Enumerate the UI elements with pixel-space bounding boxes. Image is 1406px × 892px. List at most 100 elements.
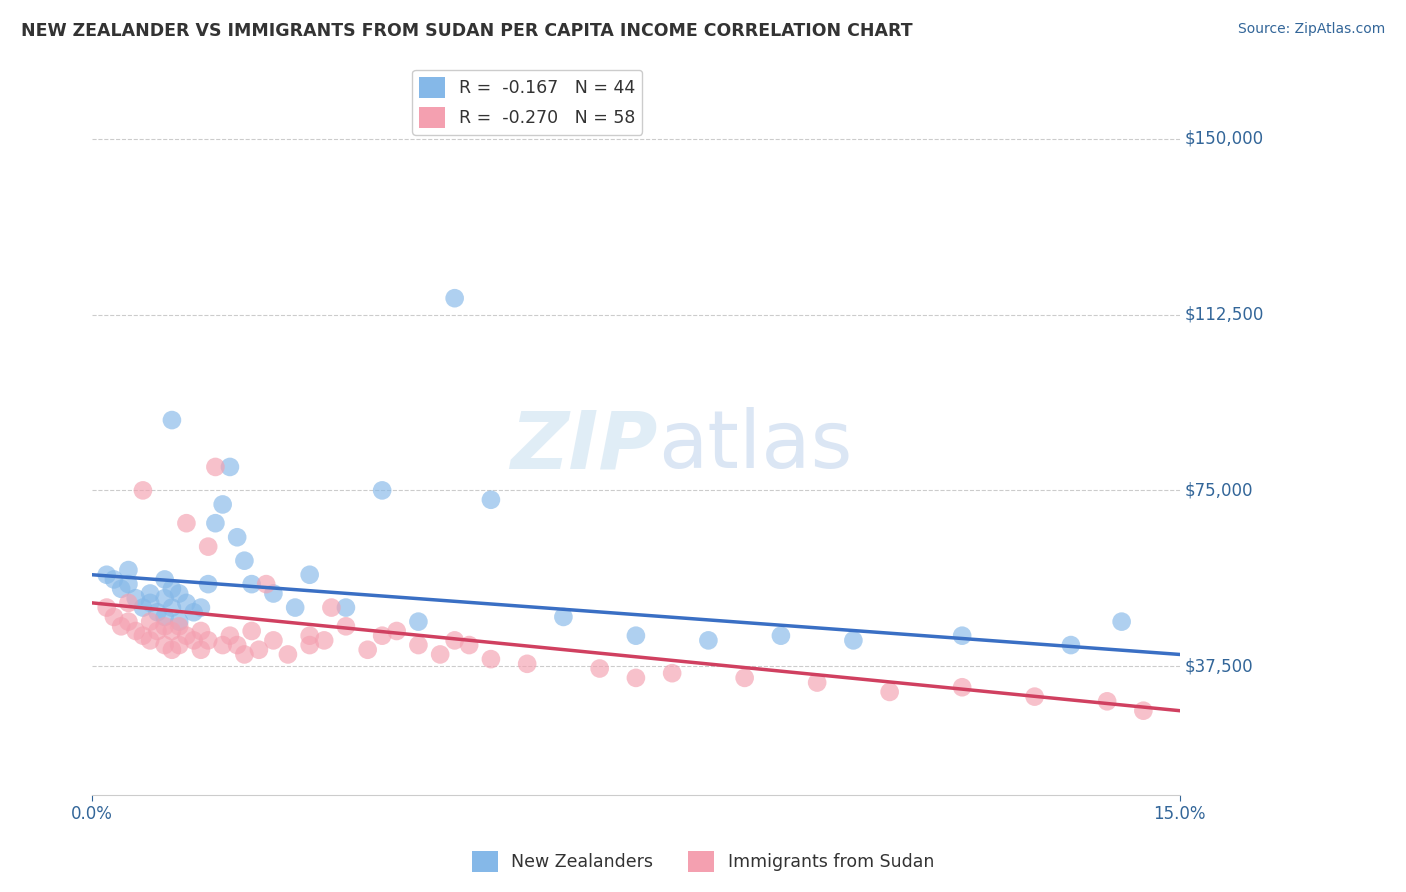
Point [624, 671, 647, 685]
Point [204, 516, 226, 531]
Point [371, 483, 394, 498]
Point [284, 600, 307, 615]
Point [103, 573, 125, 587]
Point [588, 661, 610, 675]
Point [298, 567, 321, 582]
Point [117, 596, 139, 610]
Point [153, 610, 176, 624]
Point [233, 648, 256, 662]
Point [211, 638, 233, 652]
Point [262, 586, 284, 600]
Point [479, 652, 502, 666]
Point [314, 633, 336, 648]
Point [167, 615, 190, 629]
Point [204, 459, 226, 474]
Point [197, 540, 219, 554]
Point [429, 648, 451, 662]
Point [1024, 690, 1046, 704]
Point [950, 629, 973, 643]
Point [1095, 694, 1118, 708]
Point [1111, 615, 1133, 629]
Point [233, 554, 256, 568]
Point [458, 638, 481, 652]
Point [443, 633, 465, 648]
Point [190, 642, 212, 657]
Point [167, 638, 190, 652]
Point [211, 498, 233, 512]
Point [160, 582, 183, 596]
Point [117, 615, 139, 629]
Point [146, 605, 169, 619]
Point [176, 596, 198, 610]
Point [132, 483, 155, 498]
Point [124, 624, 146, 638]
Point [254, 577, 277, 591]
Point [408, 638, 430, 652]
Point [146, 624, 169, 638]
Point [176, 629, 198, 643]
Point [197, 633, 219, 648]
Text: $112,500: $112,500 [1185, 306, 1264, 324]
Point [262, 633, 284, 648]
Point [1132, 704, 1154, 718]
Point [950, 680, 973, 694]
Point [769, 629, 792, 643]
Point [183, 633, 205, 648]
Point [160, 413, 183, 427]
Point [160, 624, 183, 638]
Point [277, 648, 299, 662]
Point [240, 624, 263, 638]
Point [117, 563, 139, 577]
Legend: R =  -0.167   N = 44, R =  -0.270   N = 58: R = -0.167 N = 44, R = -0.270 N = 58 [412, 70, 643, 135]
Point [1060, 638, 1083, 652]
Point [190, 624, 212, 638]
Point [139, 615, 162, 629]
Point [734, 671, 756, 685]
Point [240, 577, 263, 591]
Text: ZIP: ZIP [510, 408, 658, 485]
Point [335, 619, 357, 633]
Point [160, 600, 183, 615]
Point [117, 577, 139, 591]
Point [219, 459, 242, 474]
Text: $150,000: $150,000 [1185, 130, 1264, 148]
Point [110, 619, 132, 633]
Point [153, 591, 176, 606]
Point [139, 586, 162, 600]
Text: $37,500: $37,500 [1185, 657, 1254, 675]
Point [96, 567, 118, 582]
Point [124, 591, 146, 606]
Text: atlas: atlas [658, 408, 852, 485]
Legend: New Zealanders, Immigrants from Sudan: New Zealanders, Immigrants from Sudan [464, 844, 942, 879]
Point [103, 610, 125, 624]
Point [153, 619, 176, 633]
Point [371, 629, 394, 643]
Point [139, 596, 162, 610]
Point [132, 629, 155, 643]
Point [443, 291, 465, 305]
Point [321, 600, 343, 615]
Point [298, 638, 321, 652]
Point [183, 605, 205, 619]
Point [153, 638, 176, 652]
Point [167, 619, 190, 633]
Point [190, 600, 212, 615]
Text: $75,000: $75,000 [1185, 482, 1254, 500]
Point [226, 638, 249, 652]
Point [356, 642, 378, 657]
Point [96, 600, 118, 615]
Point [806, 675, 828, 690]
Text: Source: ZipAtlas.com: Source: ZipAtlas.com [1237, 22, 1385, 37]
Point [335, 600, 357, 615]
Point [176, 516, 198, 531]
Point [516, 657, 538, 671]
Point [298, 629, 321, 643]
Point [226, 530, 249, 544]
Point [408, 615, 430, 629]
Point [842, 633, 865, 648]
Point [553, 610, 575, 624]
Text: NEW ZEALANDER VS IMMIGRANTS FROM SUDAN PER CAPITA INCOME CORRELATION CHART: NEW ZEALANDER VS IMMIGRANTS FROM SUDAN P… [21, 22, 912, 40]
Point [160, 642, 183, 657]
Point [153, 573, 176, 587]
Point [219, 629, 242, 643]
